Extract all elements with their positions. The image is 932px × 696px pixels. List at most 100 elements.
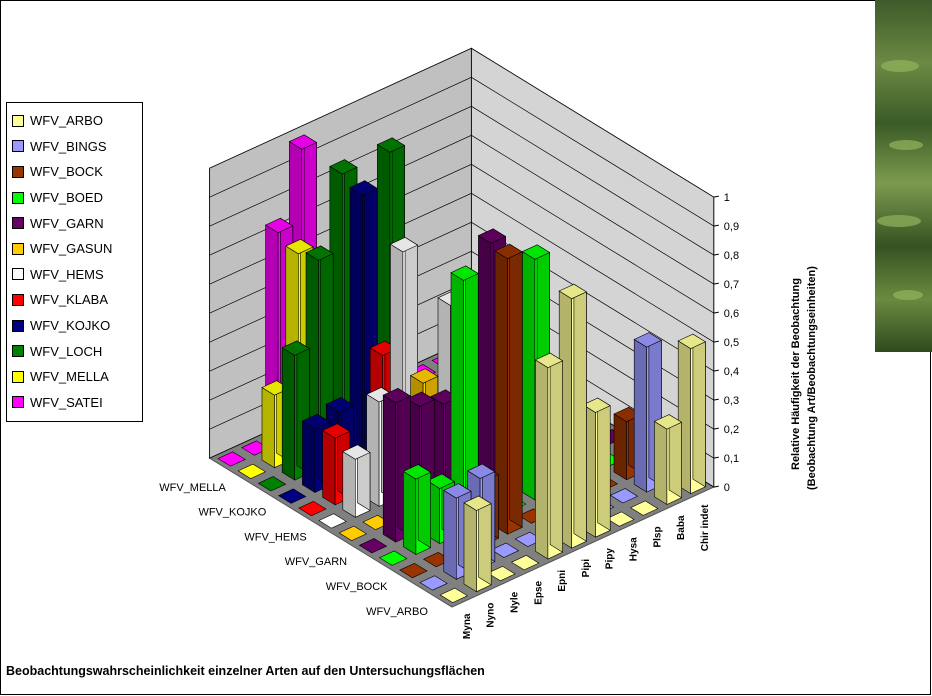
z-tick	[713, 398, 719, 401]
bar-zero-tile	[217, 451, 246, 467]
depth-axis-label: WFV_ARBO	[366, 606, 428, 618]
category-label: Plsp	[652, 526, 663, 547]
legend-swatch	[12, 319, 24, 332]
legend-item: WFV_HEMS	[7, 262, 142, 288]
legend-label: WFV_HEMS	[30, 266, 104, 282]
bar-top-face	[402, 464, 432, 480]
category-label: Myna	[462, 613, 473, 639]
z-tick-label: 0,5	[724, 337, 739, 349]
z-tick-label: 0,7	[724, 279, 739, 291]
legend-swatch	[12, 293, 24, 306]
z-tick	[713, 427, 719, 430]
z-tick	[713, 282, 719, 285]
legend-label: WFV_GARN	[30, 215, 104, 231]
bar	[463, 495, 492, 593]
z-tick	[713, 195, 719, 198]
depth-axis-label: WFV_GARN	[285, 556, 347, 568]
bar-top-face	[281, 340, 311, 356]
bar-zero-tile	[490, 542, 520, 558]
bar-top-face	[463, 495, 492, 511]
bar-side-face	[692, 333, 706, 488]
legend-swatch	[12, 396, 24, 409]
bar-zero-tile	[257, 476, 287, 492]
bar	[277, 488, 307, 504]
z-tick	[713, 369, 719, 372]
category-label: Epse	[533, 580, 544, 604]
z-tick-label: 0,1	[724, 453, 739, 465]
bar-side-face	[549, 352, 563, 553]
bar	[399, 562, 428, 579]
legend-item: WFV_MELLA	[7, 364, 142, 390]
bar	[378, 550, 408, 566]
bar-zero-tile	[277, 488, 307, 504]
z-tick-label: 0,6	[724, 308, 739, 320]
z-axis-label-line2: (Beobachtung Art/Beobachtungseinheiten)	[806, 266, 818, 490]
legend-label: WFV_GASUN	[30, 241, 113, 257]
bar	[629, 500, 659, 516]
bar-zero-tile	[629, 500, 659, 516]
bar-top-face	[288, 134, 318, 150]
bar-left-face	[281, 347, 296, 481]
bar-top-face	[582, 397, 611, 413]
bar-top-face	[426, 473, 456, 489]
legend-item: WFV_GASUN	[7, 236, 142, 262]
bar	[338, 525, 368, 541]
fern-photo	[875, 0, 932, 352]
bar	[510, 555, 540, 571]
plot-area: 0 0,1 0,2 0,3 0,4 0,5 0,6 0,7 0,8 0,9 1 Myna Nyno Nyl…	[159, 47, 739, 639]
category-label: Baba	[676, 515, 687, 540]
category-label: Pipy	[605, 548, 616, 570]
legend-swatch	[12, 242, 24, 255]
bar	[318, 513, 347, 529]
category-label: Epni	[557, 570, 568, 592]
z-tick	[713, 485, 719, 488]
legend-swatch	[12, 140, 24, 153]
legend-item: WFV_BINGS	[7, 134, 142, 160]
legend-label: WFV_BOED	[30, 190, 103, 206]
category-label: Pipi	[581, 559, 592, 578]
bar	[606, 511, 635, 527]
z-tick-label: 0,8	[724, 250, 739, 262]
bar	[487, 565, 516, 582]
bar-top-face	[301, 413, 331, 430]
bar	[358, 538, 388, 554]
legend-label: WFV_KLABA	[30, 292, 109, 308]
bar-zero-tile	[419, 575, 448, 591]
bar-top-face	[521, 244, 551, 260]
z-tick-label: 0,3	[724, 395, 739, 407]
bar-left-face	[478, 235, 492, 500]
legend-label: WFV_KOJKO	[30, 318, 111, 334]
z-tick	[713, 253, 719, 256]
bar	[217, 451, 246, 467]
bar-top-face	[382, 388, 412, 404]
bar-left-face	[633, 338, 648, 493]
depth-axis-label: WFV_BOCK	[326, 581, 388, 593]
bar-top-face	[477, 228, 507, 244]
bar-top-face	[349, 180, 378, 196]
bar-zero-tile	[318, 513, 347, 529]
bar-left-face	[522, 251, 536, 501]
bar-zero-tile	[606, 511, 635, 527]
chart-title: Beobachtungswahrscheinlichkeit einzelner…	[6, 664, 485, 678]
bar	[419, 575, 448, 591]
bar-top-face	[321, 423, 351, 439]
bar-side-face	[509, 243, 523, 528]
bar-zero-tile	[378, 550, 408, 566]
legend-swatch	[12, 268, 24, 281]
legend-swatch	[12, 217, 24, 230]
legend-swatch	[12, 191, 24, 204]
legend-label: WFV_SATEI	[30, 394, 103, 410]
bar-left-face	[261, 386, 275, 469]
bar-left-face	[322, 429, 336, 506]
bar-zero-tile	[298, 500, 327, 517]
bar	[677, 333, 707, 495]
bar	[439, 587, 469, 603]
bar-top-face	[325, 397, 355, 413]
bar-left-face	[463, 502, 477, 593]
legend-label: WFV_BOCK	[30, 164, 103, 180]
legend-swatch	[12, 114, 24, 127]
bar-left-face	[613, 413, 627, 481]
legend-swatch	[12, 165, 24, 178]
depth-axis-label: WFV_MELLA	[159, 482, 226, 494]
